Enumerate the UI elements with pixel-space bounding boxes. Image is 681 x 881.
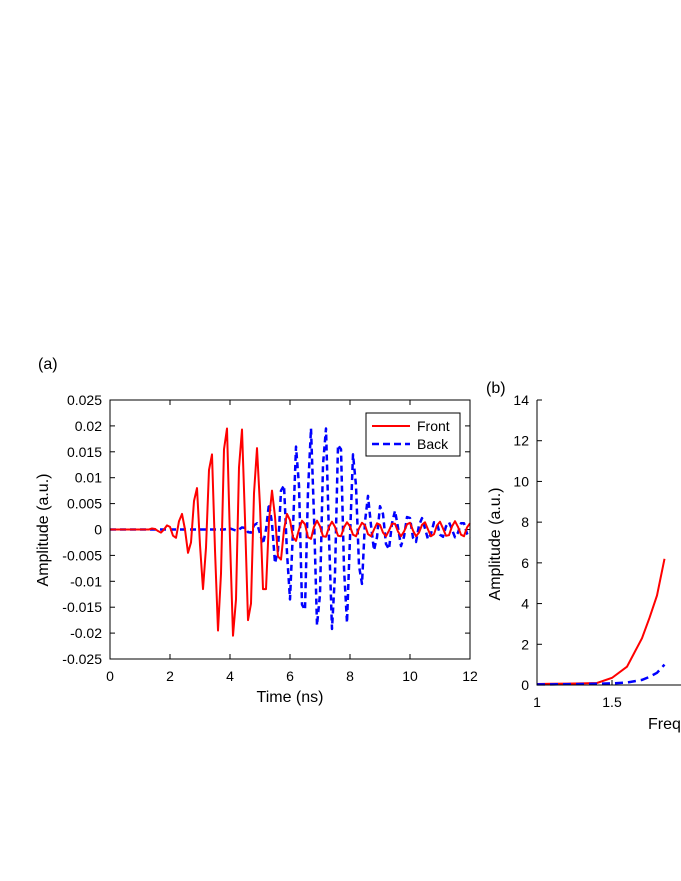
panel-b-ticks: 1 1.5 0 2 4 6 8 10 12 14 xyxy=(513,392,622,710)
a-ytick-label: 0.02 xyxy=(75,418,102,434)
b-series-solid-line xyxy=(536,558,666,685)
panel-a-x-axis-label: Time (ns) xyxy=(257,689,324,706)
panel-a-plot-lines xyxy=(110,427,472,637)
b-ytick-label: 4 xyxy=(521,596,529,612)
b-ytick-label: 8 xyxy=(521,514,529,530)
a-xtick-label: 12 xyxy=(462,668,478,684)
b-xtick-label: 1 xyxy=(533,694,541,710)
panel-a-ticks: 0 2 4 6 8 10 12 -0.025 -0.02 -0.015 -0.01 -0.005 0 0.… xyxy=(62,392,478,684)
b-ytick-label: 6 xyxy=(521,555,529,571)
b-ytick-label: 2 xyxy=(521,636,529,652)
a-ytick-label: 0.01 xyxy=(75,470,102,486)
panel-a-label: (a) xyxy=(38,356,58,373)
a-xtick-label: 10 xyxy=(402,668,418,684)
b-ytick-label: 12 xyxy=(513,433,529,449)
a-ytick-label: 0.015 xyxy=(67,444,102,460)
b-ytick-label: 10 xyxy=(513,473,529,489)
legend-back-label: Back xyxy=(417,436,449,452)
a-xtick-label: 0 xyxy=(106,668,114,684)
a-xtick-label: 8 xyxy=(346,668,354,684)
panel-b-y-axis-label: Amplitude (a.u.) xyxy=(487,488,504,601)
a-ytick-label: -0.015 xyxy=(62,599,102,615)
a-xtick-label: 6 xyxy=(286,668,294,684)
series-front-line xyxy=(110,427,471,637)
b-ytick-label: 14 xyxy=(513,392,529,408)
b-ytick-label: 0 xyxy=(521,677,529,693)
a-ytick-label: 0.005 xyxy=(67,496,102,512)
a-ytick-label: -0.02 xyxy=(70,625,102,641)
panel-b-plot-lines xyxy=(536,558,666,686)
legend-front-label: Front xyxy=(417,418,450,434)
a-ytick-label: 0 xyxy=(94,522,102,538)
legend: Front Back xyxy=(365,412,461,457)
a-ytick-label: 0.025 xyxy=(67,392,102,408)
a-xtick-label: 4 xyxy=(226,668,234,684)
panel-a-axes-frame xyxy=(109,399,471,660)
panel-b-axes-frame xyxy=(536,400,681,686)
a-ytick-label: -0.025 xyxy=(62,651,102,667)
a-xtick-label: 2 xyxy=(166,668,174,684)
b-xtick-label: 1.5 xyxy=(602,694,622,710)
panel-a: (a) 0 2 4 6 8 10 12 -0.025 -0.02 -0.015 -0.01 -0.00… xyxy=(35,356,478,706)
panel-b-label: (b) xyxy=(486,380,506,397)
a-ytick-label: -0.005 xyxy=(62,547,102,563)
legend-box xyxy=(365,412,461,457)
a-ytick-label: -0.01 xyxy=(70,573,102,589)
panel-b-x-axis-label: Freq xyxy=(648,716,681,733)
panel-b: (b) 1 1.5 0 2 4 6 8 10 12 14 Freq Amplitude (a.u.… xyxy=(486,380,681,733)
panel-a-y-axis-label: Amplitude (a.u.) xyxy=(35,474,52,587)
